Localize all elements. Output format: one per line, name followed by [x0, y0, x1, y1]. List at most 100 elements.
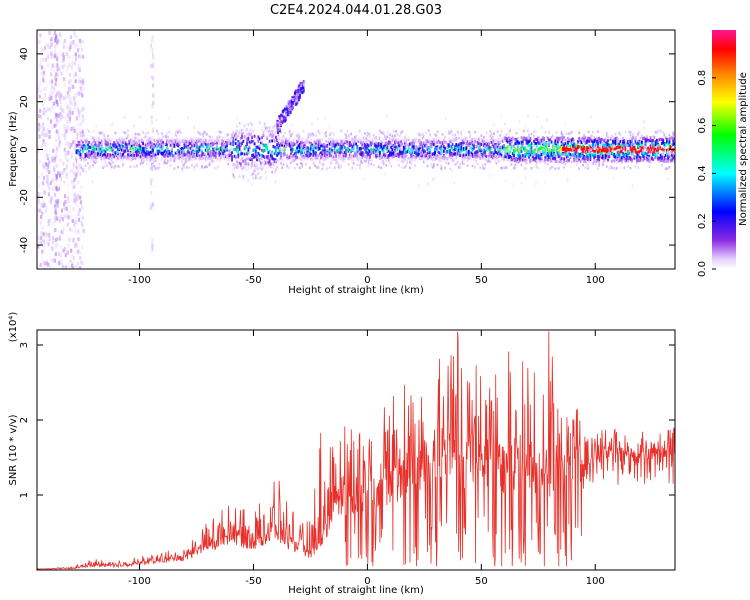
- heatmap-cell: [107, 138, 109, 142]
- heatmap-cell: [396, 137, 399, 141]
- heatmap-cell: [564, 150, 567, 154]
- heatmap-cell: [346, 138, 349, 142]
- heatmap-cell: [57, 171, 60, 176]
- heatmap-cell: [57, 119, 60, 124]
- heatmap-cell: [261, 167, 264, 171]
- heatmap-cell: [553, 141, 556, 145]
- heatmap-cell: [283, 131, 286, 135]
- heatmap-cell: [397, 141, 400, 145]
- heatmap-cell: [105, 155, 108, 159]
- heatmap-cell: [465, 151, 468, 154]
- heatmap-cell: [202, 145, 205, 149]
- heatmap-cell: [183, 153, 186, 157]
- heatmap-cell: [587, 164, 589, 167]
- heatmap-cell: [516, 153, 519, 157]
- heatmap-cell: [317, 154, 320, 158]
- heatmap-cell: [315, 154, 317, 158]
- heatmap-cell: [67, 80, 70, 85]
- heatmap-cell: [191, 158, 193, 162]
- heatmap-cell: [188, 142, 191, 146]
- heatmap-cell: [169, 164, 172, 168]
- heatmap-cell: [58, 136, 61, 141]
- heatmap-cell: [362, 140, 365, 144]
- heatmap-cell: [206, 158, 208, 162]
- heatmap-cell: [102, 165, 104, 169]
- heatmap-cell: [92, 157, 94, 161]
- heatmap-cell: [142, 146, 144, 150]
- heatmap-cell: [421, 148, 424, 152]
- heatmap-cell: [93, 160, 96, 164]
- heatmap-cell: [287, 159, 290, 163]
- heatmap-cell: [389, 153, 391, 157]
- heatmap-cell: [305, 141, 307, 144]
- heatmap-cell: [261, 154, 264, 158]
- heatmap-cell: [112, 148, 114, 152]
- heatmap-cell: [165, 136, 168, 139]
- heatmap-cell: [417, 147, 420, 151]
- heatmap-cell: [415, 136, 418, 140]
- heatmap-cell: [585, 146, 588, 150]
- heatmap-cell: [590, 143, 593, 147]
- heatmap-cell: [42, 71, 45, 76]
- heatmap-cell: [148, 139, 151, 142]
- heatmap-cell: [55, 137, 58, 142]
- heatmap-cell: [76, 67, 79, 72]
- heatmap-cell: [139, 147, 142, 151]
- heatmap-cell: [308, 141, 311, 145]
- heatmap-cell: [350, 143, 352, 147]
- heatmap-cell: [94, 161, 97, 165]
- heatmap-cell: [399, 158, 401, 162]
- heatmap-cell: [253, 148, 256, 152]
- heatmap-cell: [338, 147, 341, 151]
- heatmap-cell: [50, 55, 53, 60]
- heatmap-cell: [534, 153, 537, 156]
- heatmap-cell: [234, 157, 237, 161]
- heatmap-cell: [335, 161, 337, 165]
- heatmap-cell: [187, 140, 190, 144]
- heatmap-cell: [178, 156, 181, 160]
- heatmap-cell: [389, 161, 391, 164]
- heatmap-cell: [362, 146, 365, 150]
- heatmap-cell: [553, 153, 556, 157]
- heatmap-cell: [337, 165, 340, 169]
- heatmap-cell: [305, 137, 307, 141]
- heatmap-cell: [73, 243, 77, 248]
- heatmap-cell: [37, 199, 41, 204]
- heatmap-cell: [85, 147, 88, 151]
- heatmap-cell: [310, 152, 312, 156]
- heatmap-cell: [535, 164, 538, 168]
- heatmap-cell: [427, 136, 430, 140]
- heatmap-cell: [353, 137, 356, 141]
- heatmap-cell: [48, 160, 51, 165]
- heatmap-cell: [382, 149, 385, 153]
- heatmap-cell: [76, 163, 80, 168]
- heatmap-cell: [269, 153, 272, 157]
- heatmap-cell: [446, 150, 449, 154]
- heatmap-cell: [556, 155, 559, 159]
- heatmap-cell: [316, 156, 319, 160]
- heatmap-cell: [248, 132, 251, 136]
- heatmap-cell: [46, 116, 50, 121]
- heatmap-cell: [384, 135, 386, 138]
- heatmap-cell: [387, 149, 390, 153]
- heatmap-cell: [100, 139, 103, 143]
- heatmap-cell: [79, 159, 82, 163]
- heatmap-cell: [97, 153, 99, 157]
- heatmap-cell: [242, 131, 245, 135]
- heatmap-cell: [283, 141, 286, 145]
- heatmap-cell: [198, 156, 201, 160]
- heatmap-cell: [71, 168, 74, 173]
- heatmap-cell: [278, 157, 281, 160]
- heatmap-cell: [559, 140, 562, 144]
- heatmap-cell: [189, 152, 192, 156]
- heatmap-cell: [152, 145, 154, 149]
- heatmap-cell: [262, 133, 265, 137]
- heatmap-cell: [184, 160, 187, 164]
- heatmap-cell: [110, 123, 113, 127]
- heatmap-cell: [56, 40, 59, 45]
- heatmap-cell: [450, 151, 453, 155]
- heatmap-cell: [460, 147, 463, 151]
- heatmap-cell: [271, 156, 274, 160]
- heatmap-cell: [377, 136, 380, 140]
- heatmap-cell: [496, 145, 499, 149]
